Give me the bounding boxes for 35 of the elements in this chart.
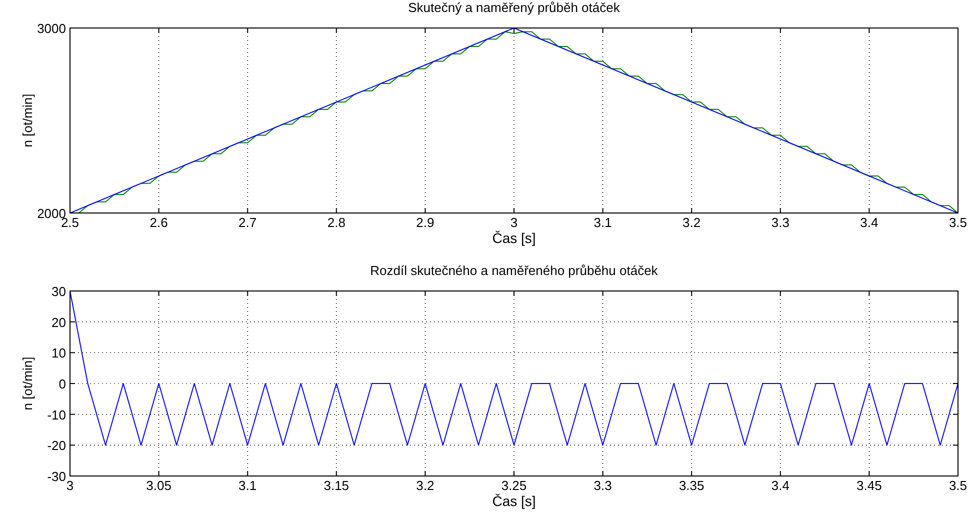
x-tick-label: 3 [66, 478, 74, 493]
x-tick-label: 3.5 [948, 478, 968, 493]
x-tick-label: 3.05 [146, 478, 172, 493]
x-tick-label: 3.5 [948, 215, 968, 230]
x-tick-label: 3.35 [678, 478, 704, 493]
y-tick-label: 30 [52, 284, 66, 299]
y-tick-label: -20 [47, 438, 66, 454]
x-tick-label: 2.9 [416, 215, 434, 230]
x-tick-label: 2.8 [327, 215, 346, 230]
x-tick-label: 3.1 [238, 478, 257, 493]
x-tick-label: 3.3 [594, 478, 612, 493]
chart-title: Rozdíl skutečného a naměřeného průběhu otáček [370, 263, 658, 278]
x-tick-label: 3 [510, 215, 518, 230]
y-tick-label: 3000 [37, 21, 66, 36]
y-tick-label: -10 [47, 407, 66, 422]
x-tick-label: 3.2 [416, 478, 434, 493]
x-tick-label: 3.15 [324, 478, 350, 493]
x-axis-title: Čas [s] [492, 493, 536, 509]
chart-title: Skutečný a naměřený průběh otáček [408, 0, 620, 15]
y-tick-label: 10 [52, 346, 66, 361]
y-tick-label: -30 [47, 469, 66, 484]
x-tick-label: 3.1 [594, 215, 612, 230]
y-axis-title: n [ot/min] [20, 94, 35, 148]
x-axis-title: Čas [s] [492, 230, 536, 246]
y-tick-label: 20 [52, 314, 66, 330]
x-tick-label: 3.4 [771, 478, 790, 493]
x-tick-label: 3.25 [501, 478, 527, 493]
x-tick-label: 3.2 [682, 215, 701, 230]
x-tick-label: 2.6 [150, 215, 168, 230]
y-tick-label: 0 [58, 376, 66, 392]
x-tick-label: 3.45 [856, 478, 882, 493]
y-axis-title: n [ot/min] [20, 356, 35, 410]
x-tick-label: 3.4 [860, 215, 878, 230]
x-tick-label: 3.3 [771, 215, 790, 230]
x-tick-label: 2.7 [238, 215, 257, 230]
